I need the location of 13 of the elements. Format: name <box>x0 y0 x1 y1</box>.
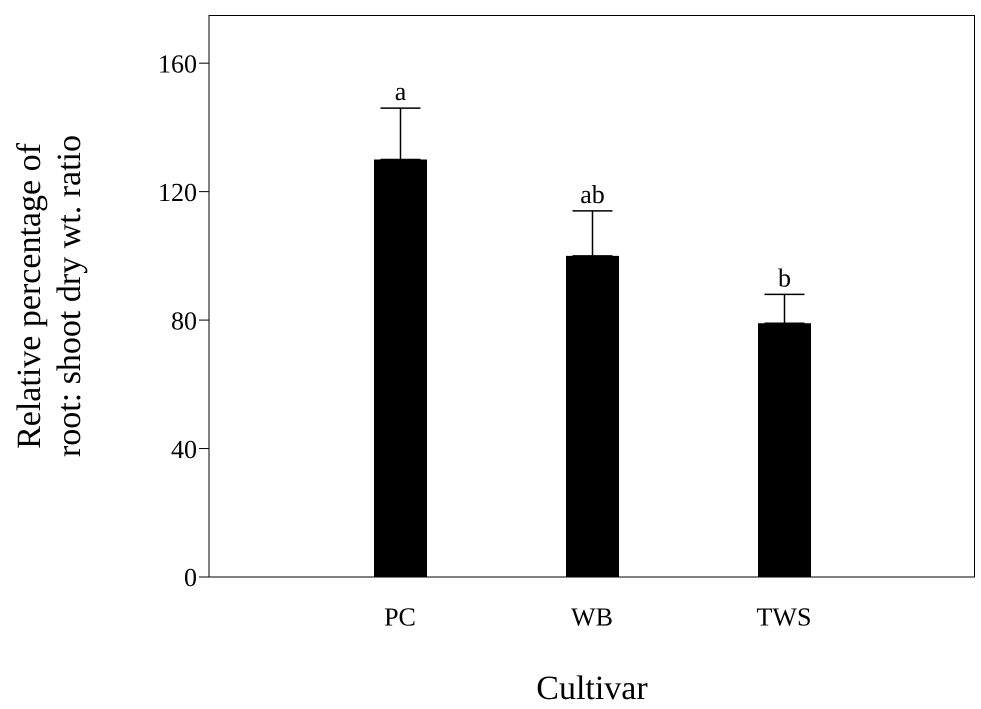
x-tick-label: WB <box>571 602 613 632</box>
x-tick-label: PC <box>384 602 416 632</box>
annotation: b <box>778 263 791 292</box>
y-tick-label: 0 <box>184 563 197 592</box>
y-tick-label: 40 <box>171 434 197 464</box>
x-axis-title: Cultivar <box>536 670 648 707</box>
y-tick-label: 120 <box>158 178 197 207</box>
x-tick-label: TWS <box>756 602 812 632</box>
y-tick-label: 160 <box>158 49 197 78</box>
annotation: ab <box>580 180 605 209</box>
y-tick-label: 80 <box>171 306 197 336</box>
y-axis-title: Relative percentage of root: shoot dry wt. ratio <box>11 134 88 458</box>
annotation: a <box>394 77 407 106</box>
